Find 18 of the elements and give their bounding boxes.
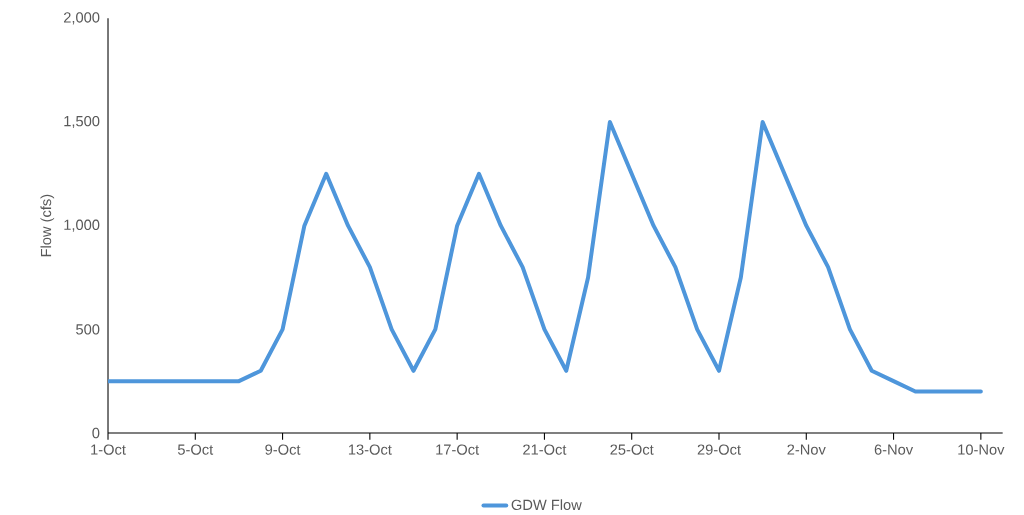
y-tick-label: 1,500	[64, 115, 100, 129]
y-tick-label: 1,000	[64, 219, 100, 232]
legend-label: GDW Flow	[511, 499, 582, 511]
x-tick-label: 29-Oct	[697, 444, 741, 455]
x-tick-label: 6-Nov	[874, 444, 914, 455]
x-tick-label: 13-Oct	[348, 444, 392, 455]
x-tick-label: 17-Oct	[436, 444, 480, 455]
y-tick-label: 500	[76, 324, 100, 335]
y-axis-title: Flow (cfs)	[40, 194, 55, 257]
x-tick-label: 2-Nov	[787, 444, 826, 455]
x-tick-label: 5-Oct	[177, 444, 214, 455]
x-tick-label: 9-Oct	[265, 444, 301, 455]
x-tick-label: 10-Nov	[958, 444, 1005, 455]
y-tick-label: 2,000	[63, 12, 100, 25]
y-tick-label: 0	[92, 427, 100, 439]
x-tick-label: 1-Oct	[91, 444, 126, 455]
x-tick-label: 21-Oct	[523, 444, 567, 455]
x-tick-label: 25-Oct	[610, 444, 654, 455]
